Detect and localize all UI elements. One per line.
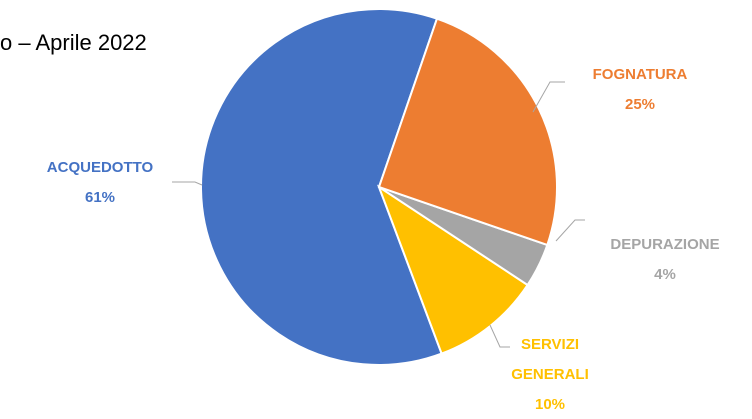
leader-line <box>172 181 203 186</box>
pie-slice <box>377 17 558 247</box>
data-label: SERVIZI GENERALI 10% <box>500 330 600 419</box>
value-label: 4% <box>654 266 676 283</box>
category-label: ACQUEDOTTO <box>46 159 154 176</box>
leader-line <box>555 219 585 242</box>
data-label: FOGNATURA 25% <box>580 60 700 120</box>
category-label: FOGNATURA <box>592 66 688 83</box>
value-label: 10% <box>534 396 566 413</box>
value-label: 61% <box>84 189 116 206</box>
chart-title: o – Aprile 2022 <box>0 30 147 55</box>
category-label: SERVIZI GENERALI <box>511 336 589 383</box>
leader-lines <box>172 81 585 348</box>
category-label: DEPURAZIONE <box>610 236 720 253</box>
data-label: DEPURAZIONE 4% <box>595 230 735 290</box>
value-label: 25% <box>624 96 656 113</box>
data-label: ACQUEDOTTO 61% <box>30 153 170 213</box>
pie-slice <box>200 8 443 366</box>
leader-line <box>489 324 510 348</box>
leader-line <box>532 81 565 113</box>
